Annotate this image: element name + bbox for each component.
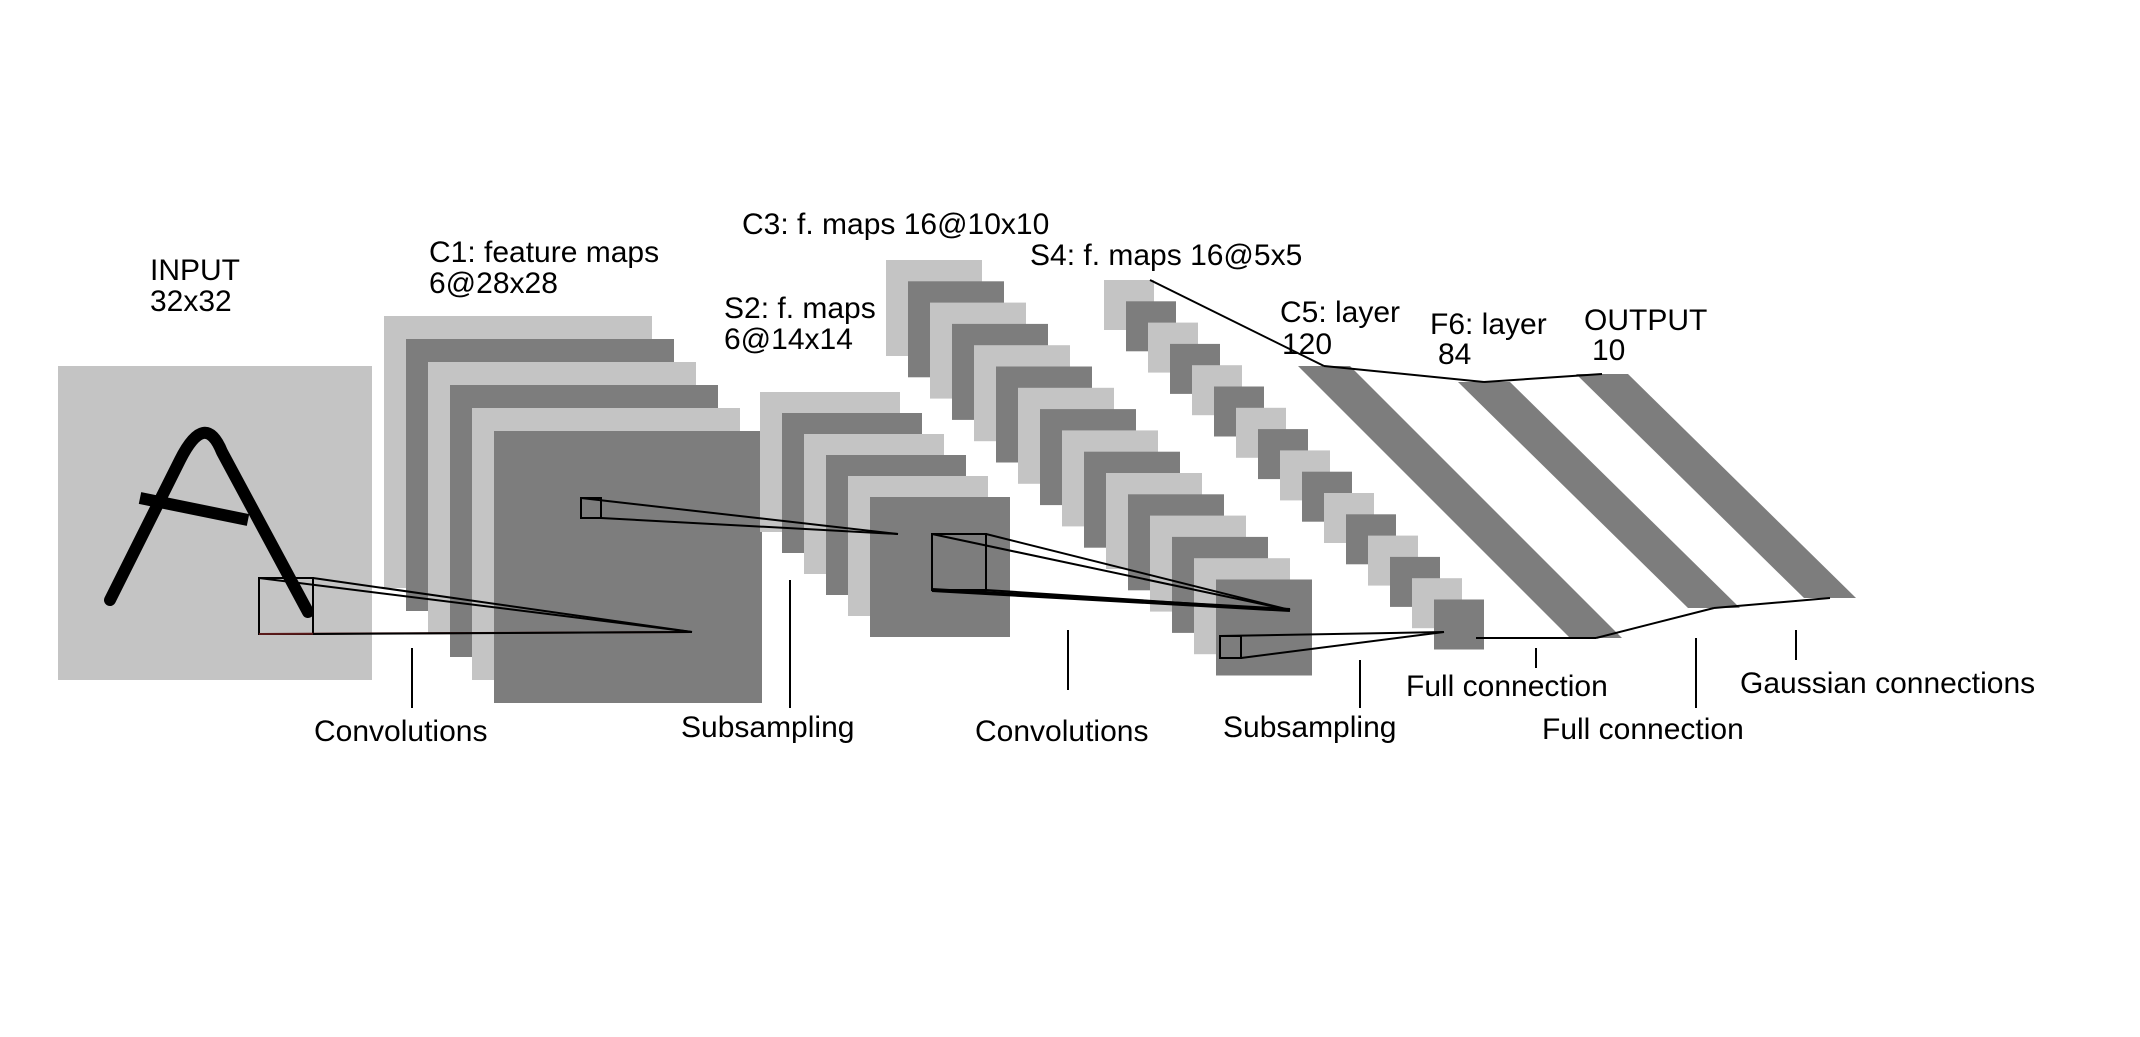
c3-to-s4-connector-bottom bbox=[1240, 631, 1445, 659]
c1-receptive-field bbox=[580, 497, 602, 519]
subsampling-label-2: Subsampling bbox=[1223, 711, 1396, 744]
s2-size: 6@14x14 bbox=[724, 323, 853, 356]
c5-size: 120 bbox=[1282, 328, 1332, 361]
s4-to-c5-connector-top bbox=[1149, 279, 1325, 367]
c5-to-f6-connector-top bbox=[1323, 365, 1485, 383]
layer-titles: INPUT 32x32 C1: feature maps 6@28x28 C3:… bbox=[150, 208, 1707, 371]
c1-to-s2-connector-top bbox=[580, 497, 899, 535]
s2-map-6 bbox=[870, 497, 1010, 637]
s2-to-c3-connector-top-right bbox=[985, 533, 1291, 611]
full-connection-label-1: Full connection bbox=[1406, 670, 1608, 703]
c1-map-6 bbox=[494, 431, 762, 703]
input-glyph-crossbar bbox=[138, 492, 250, 526]
s2-title: S2: f. maps bbox=[724, 292, 876, 325]
c1-title: C1: feature maps bbox=[429, 236, 659, 269]
convolutions-label-1: Convolutions bbox=[314, 715, 487, 748]
input-size: 32x32 bbox=[150, 285, 232, 318]
c1-size: 6@28x28 bbox=[429, 267, 558, 300]
operation-labels: Convolutions Subsampling Convolutions Su… bbox=[314, 667, 2035, 748]
output-size: 10 bbox=[1592, 334, 1625, 367]
c5-to-f6-connector-bottom bbox=[1595, 607, 1715, 639]
input-to-c1-connector-bottom-right bbox=[312, 631, 693, 635]
s4-title: S4: f. maps 16@5x5 bbox=[1030, 239, 1302, 272]
receptive-field-connectors bbox=[258, 497, 1445, 659]
gaussian-connections-label: Gaussian connections bbox=[1740, 667, 2035, 700]
input-to-c1-connector-top bbox=[258, 577, 693, 633]
operation-ticks bbox=[411, 580, 1797, 708]
c1-to-s2-connector-bottom bbox=[600, 517, 899, 535]
s2-to-c3-connector-bottom-right bbox=[985, 589, 1291, 611]
fully-connected-layers bbox=[1149, 279, 1856, 639]
f6-to-output-connector-top bbox=[1483, 373, 1603, 383]
f6-to-output-connector-bottom bbox=[1713, 597, 1831, 609]
input-image bbox=[58, 366, 372, 680]
f6-title: F6: layer bbox=[1430, 308, 1547, 341]
input-title: INPUT bbox=[150, 254, 240, 287]
input-layer bbox=[58, 366, 372, 680]
input-glyph-stroke bbox=[104, 427, 314, 618]
output-title: OUTPUT bbox=[1584, 304, 1707, 337]
full-connection-label-2: Full connection bbox=[1542, 713, 1744, 746]
s4-feature-maps bbox=[1104, 280, 1484, 650]
c5-layer-bar bbox=[1298, 366, 1622, 638]
s2-to-c3-connector-top bbox=[931, 533, 1291, 611]
output-layer-bar bbox=[1576, 374, 1856, 598]
c1-feature-maps bbox=[384, 316, 762, 703]
c3-to-s4-connector-top bbox=[1219, 631, 1445, 637]
c5-title: C5: layer bbox=[1280, 296, 1400, 329]
c3-title: C3: f. maps 16@10x10 bbox=[742, 208, 1049, 241]
f6-layer-bar bbox=[1458, 382, 1740, 608]
convolutions-label-2: Convolutions bbox=[975, 715, 1148, 748]
subsampling-label-1: Subsampling bbox=[681, 711, 854, 744]
c3-map-16 bbox=[1216, 579, 1312, 676]
s4-map-16 bbox=[1434, 599, 1484, 650]
input-to-c1-connector-top-right bbox=[312, 577, 693, 633]
f6-size: 84 bbox=[1438, 338, 1471, 371]
